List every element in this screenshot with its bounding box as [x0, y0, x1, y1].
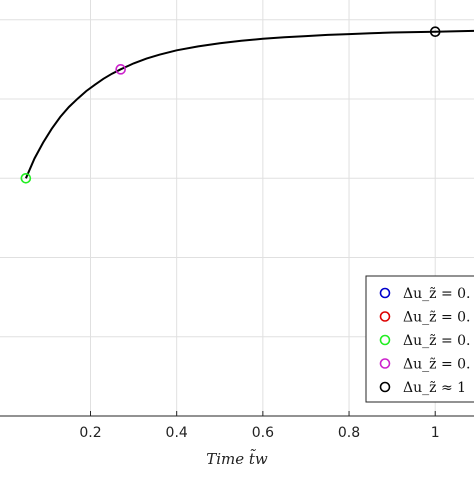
legend-label-1: Δu_z̃ = 0. — [403, 310, 471, 326]
marker-2-0 — [20, 172, 32, 184]
marker-4-0 — [429, 26, 441, 37]
x-tick-label: 0.8 — [338, 425, 360, 441]
legend-marker-1 — [379, 311, 391, 322]
legend-marker-0 — [379, 287, 391, 299]
legend-label-2: Δu_z̃ = 0. — [403, 333, 471, 349]
x-tick-label: 0.6 — [252, 425, 274, 441]
marker-3-0 — [115, 64, 126, 75]
legend-marker-2 — [379, 334, 391, 346]
legend-marker-3 — [379, 358, 391, 369]
legend-label-3: Δu_z̃ = 0. — [403, 357, 471, 373]
x-tick-label: 1 — [431, 425, 440, 441]
legend-label-0: Δu_z̃ = 0. — [403, 286, 471, 302]
legend-label-4: Δu_z̃ ≈ 1 — [403, 380, 466, 396]
main-curve — [24, 29, 474, 179]
x-tick-label: 0.4 — [166, 425, 188, 441]
legend-marker-4 — [379, 381, 391, 393]
x-tick-label: 0.2 — [79, 425, 101, 441]
x-axis-label: Time t̃w — [206, 449, 268, 468]
